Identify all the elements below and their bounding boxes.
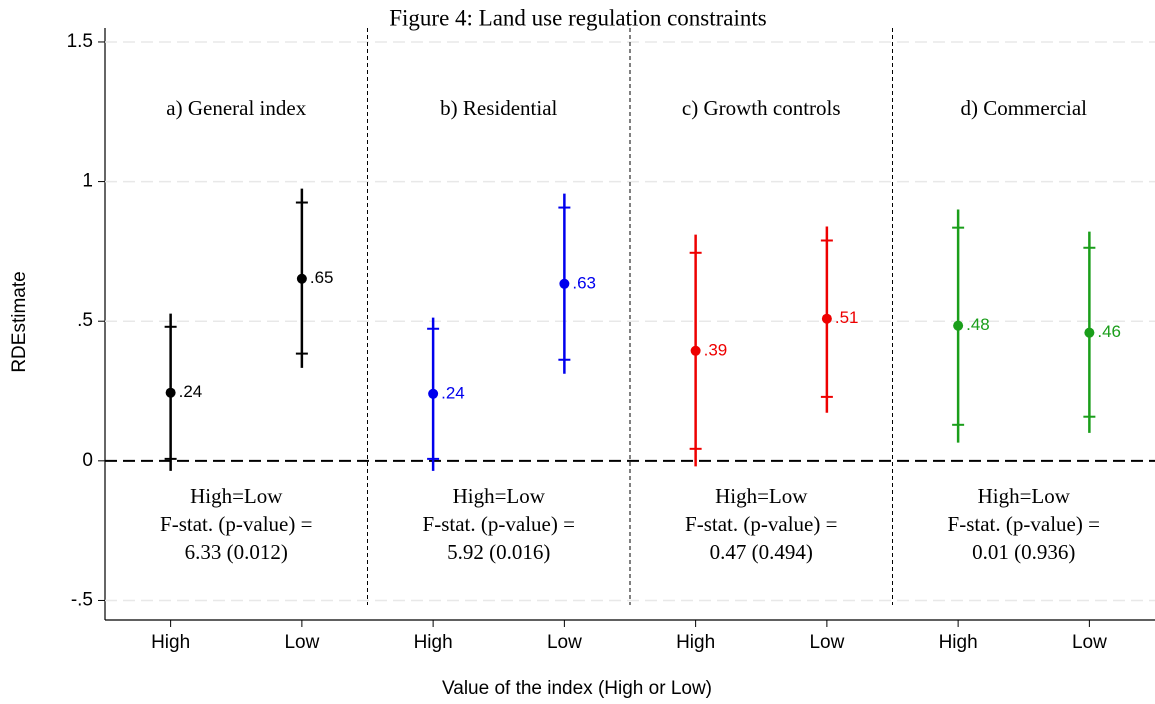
value-label: .65 [310,268,334,287]
point [690,345,701,356]
point [428,388,439,399]
panel-note: 0.47 (0.494) [710,540,813,564]
x-tick-label: High [939,632,978,653]
value-label: .24 [179,382,203,401]
value-label: .51 [835,308,859,327]
x-tick-label: High [414,632,453,653]
panel-note: 5.92 (0.016) [447,540,550,564]
panel-note: F-stat. (p-value) = [685,512,837,536]
panel-note: High=Low [453,484,546,508]
point [296,273,307,284]
x-tick-label: Low [1072,632,1107,653]
x-tick-label: Low [284,632,319,653]
panel-title: d) Commercial [960,96,1087,120]
x-tick-label: High [151,632,190,653]
x-tick-label: High [676,632,715,653]
panel-title: c) Growth controls [682,96,841,120]
x-tick-label: Low [547,632,582,653]
value-label: .48 [966,315,990,334]
point [559,278,570,289]
point [821,313,832,324]
y-tick-label: .5 [77,310,93,331]
value-label: .24 [441,383,465,402]
panel-note: 6.33 (0.012) [185,540,288,564]
panel-note: High=Low [715,484,808,508]
y-tick-label: -.5 [71,589,93,610]
panel-note: F-stat. (p-value) = [948,512,1100,536]
y-tick-label: 1 [82,171,93,192]
x-axis-label: Value of the index (High or Low) [442,678,712,699]
point [953,320,964,331]
x-tick-label: Low [809,632,844,653]
panel-note: F-stat. (p-value) = [160,512,312,536]
panel-note: 0.01 (0.936) [972,540,1075,564]
panel-note: High=Low [190,484,283,508]
value-label: .63 [572,273,596,292]
panel-note: F-stat. (p-value) = [423,512,575,536]
point [165,387,176,398]
value-label: .39 [704,340,728,359]
y-tick-label: 0 [82,450,93,471]
panel-title: a) General index [166,96,306,120]
panel-title: b) Residential [440,96,557,120]
y-tick-label: 1.5 [67,31,93,52]
panel-note: High=Low [978,484,1071,508]
point [1084,327,1095,338]
y-axis-label: RDEstimate [9,271,30,372]
value-label: .46 [1097,322,1121,341]
chart-title: Figure 4: Land use regulation constraint… [389,5,767,30]
